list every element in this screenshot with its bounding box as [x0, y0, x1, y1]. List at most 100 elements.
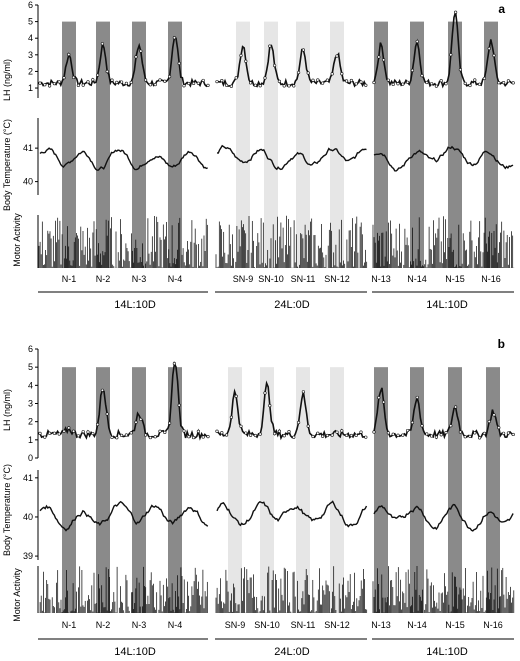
lh-point: [292, 435, 296, 439]
lh-point: [124, 433, 128, 437]
subjective-night-band-2: [264, 21, 278, 268]
lh-point: [415, 395, 419, 400]
lh-point: [482, 431, 487, 435]
lh-point: [325, 78, 330, 82]
lh-point: [229, 415, 233, 419]
night-label: N-3: [132, 620, 147, 630]
lh-point: [105, 69, 109, 74]
lh-point: [340, 429, 344, 433]
lh-point: [492, 413, 496, 417]
lh-point: [434, 84, 439, 88]
lh-point: [478, 436, 482, 440]
lh-point: [287, 430, 291, 434]
condition-label-a-3: 14L:10D: [426, 299, 468, 311]
lh-point: [177, 61, 181, 66]
lh-point: [119, 80, 124, 84]
lh-tick-label: 5: [28, 17, 33, 27]
lh-point: [239, 53, 243, 58]
temp-tick-label: 41: [23, 143, 33, 153]
lh-point: [134, 55, 138, 59]
night-label: N-2: [96, 274, 111, 284]
lh-point: [253, 433, 257, 438]
lh-point: [187, 435, 191, 439]
lh-point: [100, 388, 104, 392]
lh-point: [463, 435, 467, 439]
lh-point: [187, 81, 191, 86]
lh-point: [258, 432, 262, 436]
night-label: N-2: [96, 620, 111, 630]
lh-point: [71, 429, 76, 433]
lh-tick-label: 6: [28, 0, 33, 10]
lh-point: [415, 39, 419, 44]
lh-point: [81, 83, 85, 87]
lh-point: [134, 420, 138, 424]
lh-point: [115, 80, 119, 84]
dark-band-right-1: [374, 21, 388, 268]
lh-point: [139, 49, 143, 53]
lh-point: [382, 400, 386, 404]
lh-point: [330, 72, 334, 76]
temp-axis-title-b: Body Temperature (°C): [2, 464, 12, 556]
lh-point: [502, 431, 506, 435]
lh-point: [354, 433, 358, 438]
dark-band-right-4: [486, 367, 500, 613]
lh-point: [268, 404, 272, 408]
lh-point: [43, 83, 47, 87]
lh-tick-label: 5: [28, 362, 33, 372]
temp-trace-right: [373, 503, 514, 532]
lh-point: [215, 80, 219, 84]
lh-point: [196, 81, 200, 85]
lh-point: [168, 75, 172, 79]
lh-point: [410, 420, 415, 425]
panel-b: b LH (ng/ml) Body Temperature (°C) Motor…: [2, 337, 515, 658]
lh-point: [330, 433, 334, 437]
lh-point: [287, 84, 291, 88]
lh-point: [321, 434, 325, 438]
lh-point: [225, 433, 229, 437]
lh-point: [321, 81, 325, 85]
subjective-night-band-3: [296, 367, 310, 613]
lh-point: [316, 431, 320, 435]
lh-point: [292, 84, 296, 88]
lh-point: [234, 394, 238, 398]
activity-right: [372, 216, 515, 268]
lh-point: [201, 435, 205, 439]
lh-point: [282, 434, 286, 438]
lh-point: [91, 431, 95, 436]
subjective-night-band-2: [260, 367, 274, 613]
night-label: SN-10: [254, 620, 280, 630]
lh-point: [38, 431, 42, 435]
lh-point: [306, 71, 310, 75]
lh-point: [163, 79, 167, 83]
lh-point: [354, 82, 358, 86]
lh-point: [220, 431, 224, 435]
lh-point: [306, 424, 310, 428]
temp-tick-label: 40: [23, 177, 33, 187]
condition-label-a-1: 14L:10D: [114, 299, 156, 311]
lh-point: [163, 430, 167, 434]
lh-point: [345, 433, 349, 437]
dark-band-left-2: [96, 21, 110, 268]
night-label: N-15: [445, 620, 465, 630]
dark-band-right-1: [374, 367, 388, 613]
subjective-night-band-1: [228, 367, 242, 613]
dark-band-left-1: [62, 21, 76, 268]
lh-point: [192, 81, 196, 85]
panel-a: a LH (ng/ml) Body Temperature (°C) Motor…: [2, 0, 515, 311]
lh-point: [234, 76, 238, 80]
dark-band-left-1: [62, 367, 76, 613]
lh-point: [340, 72, 344, 76]
lh-point: [511, 81, 515, 85]
lh-point: [458, 68, 463, 72]
lh-point: [377, 396, 381, 400]
lh-point: [492, 53, 496, 58]
subjective-night-band-4: [330, 367, 344, 613]
lh-point: [229, 84, 233, 88]
lh-tick-label: 4: [28, 33, 33, 43]
lh-point: [335, 430, 339, 434]
lh-point: [105, 412, 109, 416]
lh-point: [458, 430, 463, 434]
lh-point: [497, 426, 501, 430]
lh-point: [273, 63, 277, 68]
lh-tick-label: 1: [28, 435, 33, 445]
